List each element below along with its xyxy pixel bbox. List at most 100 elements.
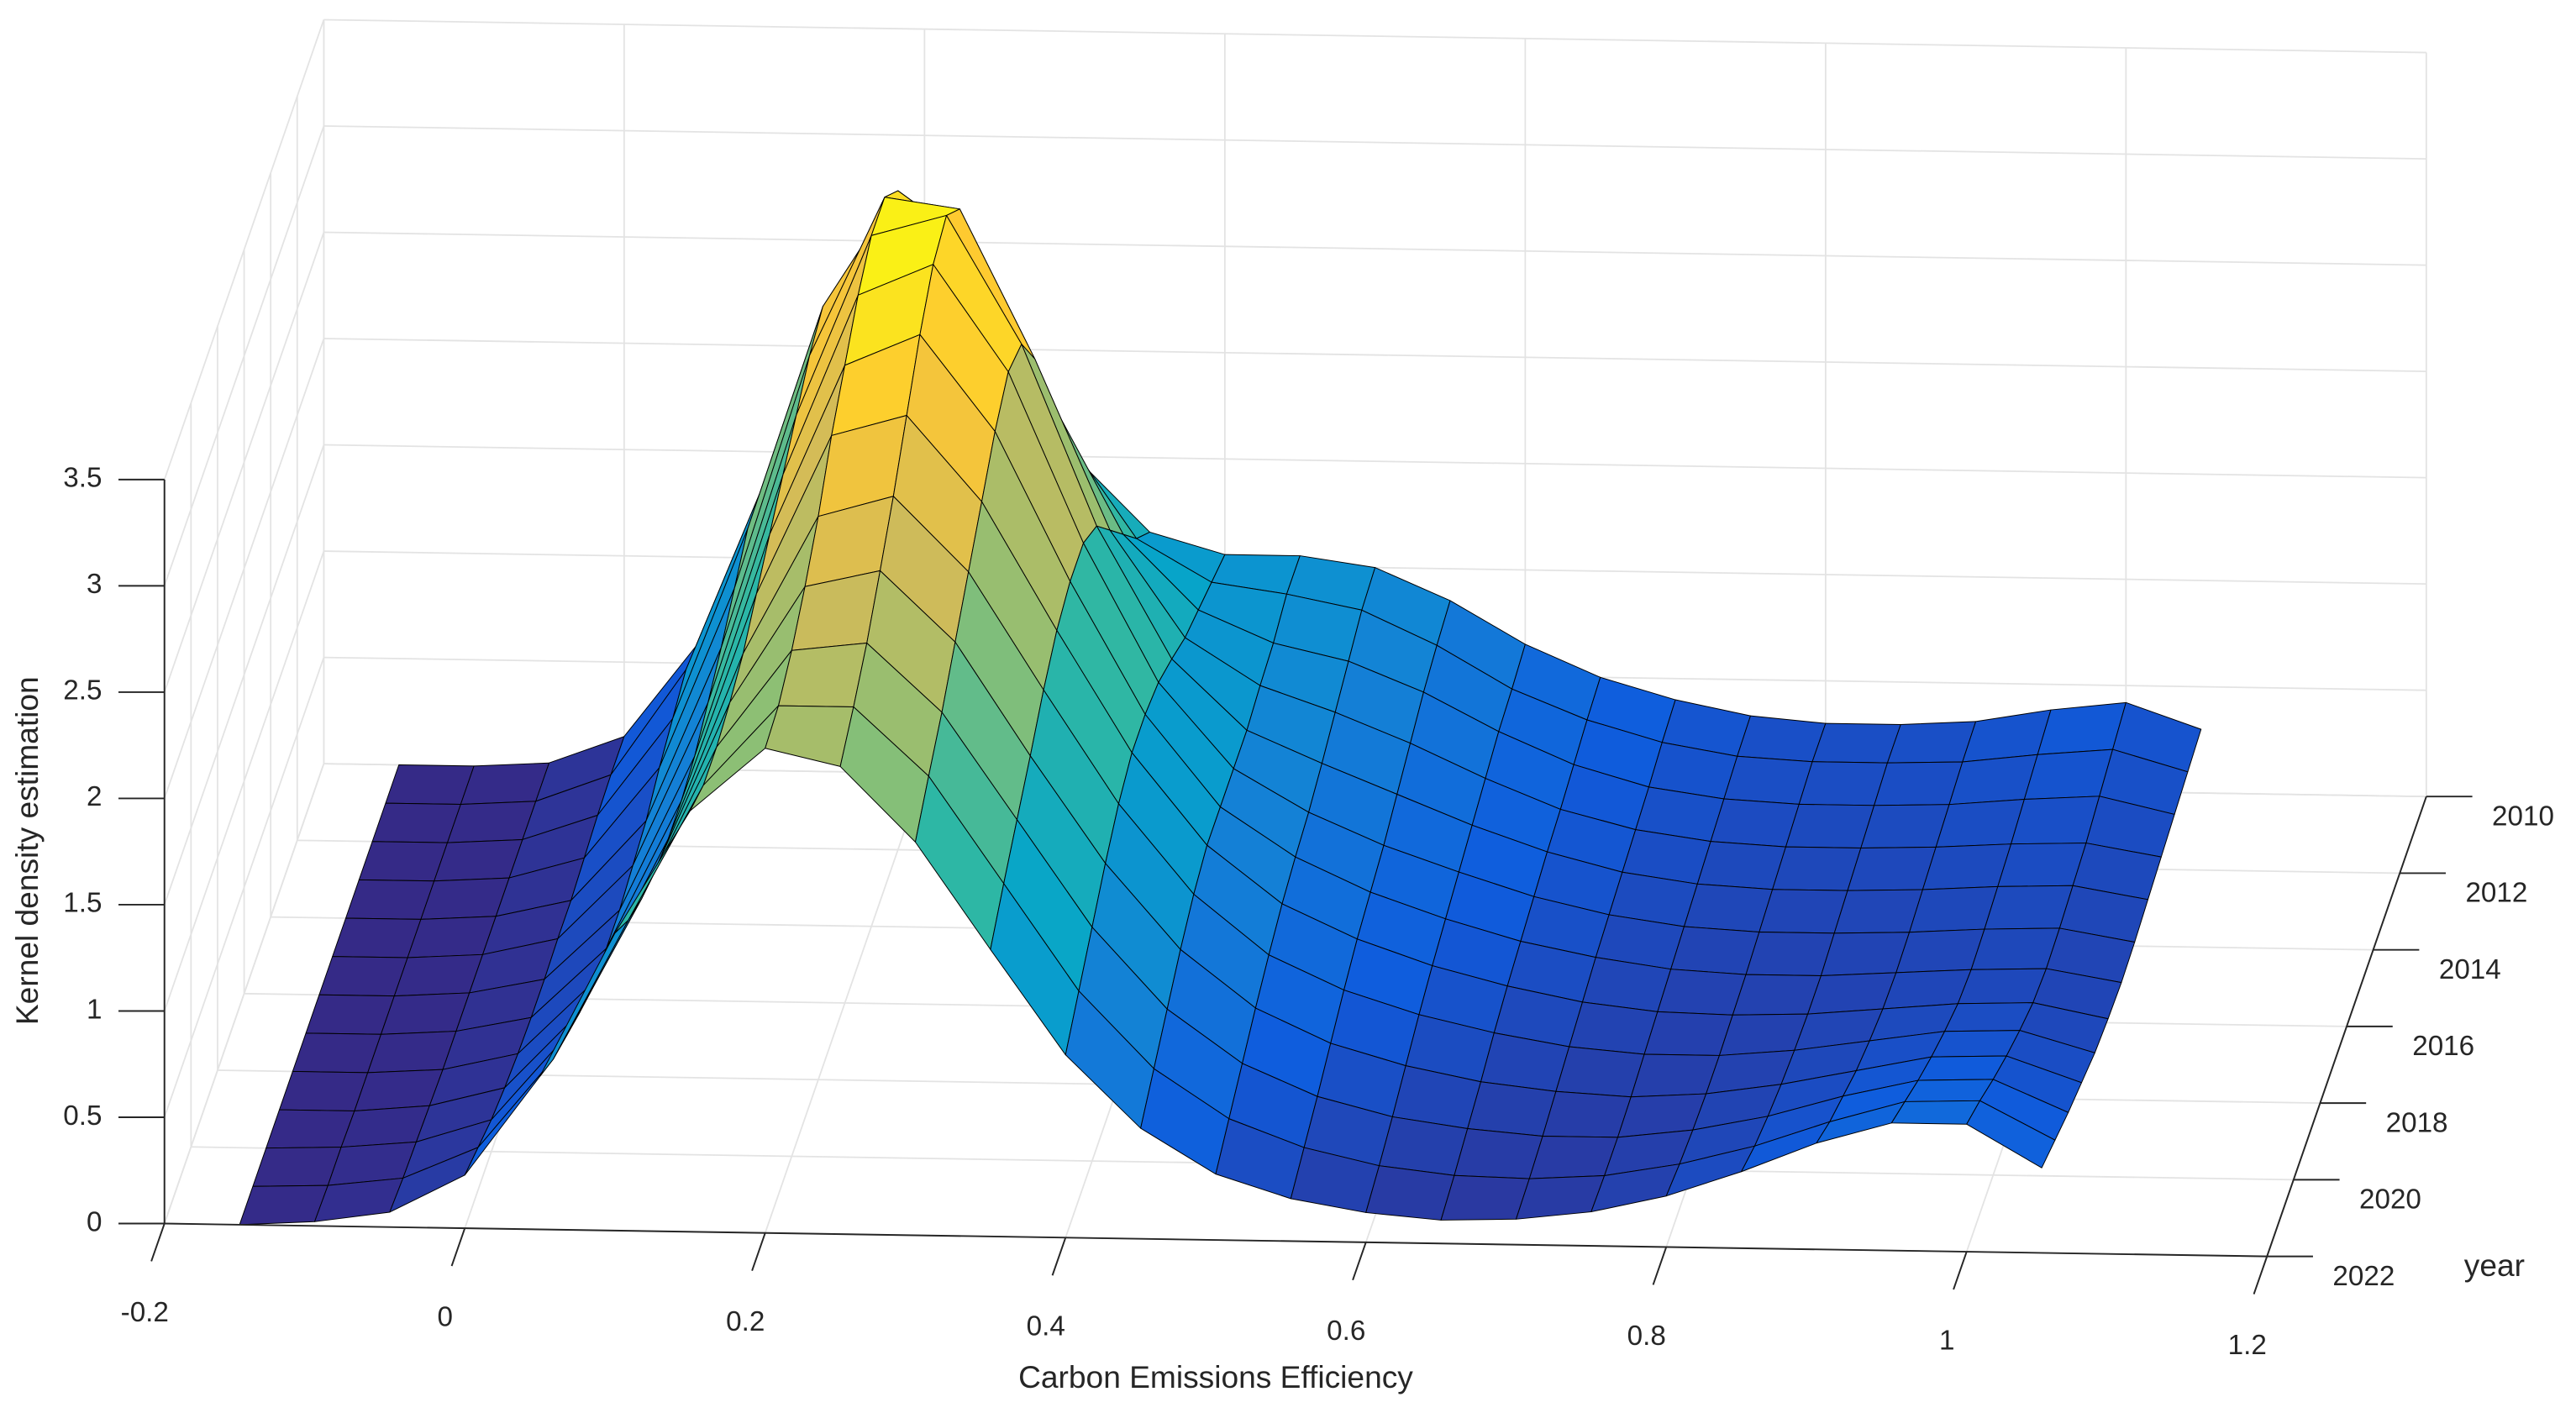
surface-patch [778,642,868,707]
x-tick-label: 1 [1939,1325,1954,1356]
surface-patch [1948,754,2038,806]
surface-patch [1630,1053,1720,1098]
x-tick [450,1227,466,1267]
surface-patch [371,802,461,843]
x-axis-title: Carbon Emissions Efficiency [1018,1359,1413,1394]
y-tick-label: 2016 [2412,1031,2474,1062]
surface-patch [434,838,523,882]
grid-line [323,18,2426,54]
grid-line [163,550,325,1011]
surface-patch [367,1031,457,1074]
x-tick [2253,1256,2268,1295]
surface-patch [1811,722,1901,764]
surface-patch [1710,798,1800,848]
grid-line [163,338,325,799]
surface-patch [1909,885,1999,933]
surface-patch [1931,1030,2021,1058]
surface-patch [420,877,510,920]
surface-patch [1772,846,1862,891]
surface-patch [1798,761,1888,806]
surface-patch [332,917,422,958]
surface-patch [292,1032,382,1074]
surface-patch [1890,1100,1981,1125]
x-tick [1352,1242,1367,1281]
x-tick-label: 1.2 [2228,1330,2267,1361]
x-tick-label: -0.2 [121,1297,169,1328]
surface-patch [1904,1079,1994,1102]
surface-patch [460,762,549,805]
grid-line [323,231,2426,266]
surface-patch [1745,931,1835,977]
z-tick-label: 0.5 [63,1100,102,1132]
z-tick-label: 1 [87,994,102,1025]
surface-patch [393,953,483,997]
x-tick-label: 0.6 [1327,1316,1365,1347]
surface-patch [1440,1174,1530,1221]
grid-line [163,444,325,906]
surface-patch [1917,1055,2007,1081]
y-tick-label: 2012 [2465,878,2527,909]
grid-line [163,232,325,693]
x-tick-label: 0 [438,1301,453,1332]
grid-line [323,444,2426,479]
y-tick-label: 2022 [2332,1261,2395,1292]
surface-patch [1555,1046,1645,1098]
surface-patch [1454,1127,1543,1179]
surface-patch [1542,1090,1632,1138]
surface-patch [1365,1165,1455,1221]
grid-line [163,19,325,481]
surface-patch [265,1109,355,1149]
axis-line [164,1222,2268,1258]
x-tick-label: 0.8 [1627,1321,1666,1352]
z-tick-label: 3.5 [63,463,102,494]
axes: -0.2 0 0.2 0.4 0.6 0.8 1 1.22010201220142016201… [63,463,2554,1361]
surface-patch [1921,843,2012,890]
x-tick-label: 0.4 [1027,1311,1065,1342]
z-tick-label: 1.5 [63,888,102,919]
surface-patch [407,916,497,958]
x-tick [150,1223,166,1262]
surface-patch [2037,701,2127,755]
surface-patch [1847,846,1937,891]
surface-patch [252,1147,342,1187]
surface-patch [1683,883,1774,932]
surface-patch [1944,1002,2034,1032]
surface-patch [358,841,449,882]
surface-patch [1723,755,1813,805]
surface-patch [447,801,537,843]
surface-patch [345,879,435,920]
surface-patch [1833,889,1923,934]
surface-patch [2023,748,2114,800]
surface-patch [1467,1081,1557,1137]
y-axis-title: year [2464,1247,2525,1283]
surface-patch [318,956,408,997]
surface-patch [1515,1174,1606,1220]
surface-patch [381,992,471,1035]
z-tick-label: 2 [87,781,102,812]
surface-patch [1860,804,1950,848]
surface-patch [279,1070,369,1111]
y-tick-label: 2014 [2439,954,2501,985]
surface-patch [1528,1135,1618,1179]
surface-patch [2011,796,2100,845]
surface-patch [1957,968,2048,1005]
x-tick [751,1232,766,1271]
x-tick [1051,1237,1067,1276]
surface-patch [1643,1011,1733,1056]
surface-patch [1785,803,1875,848]
surface-patch [1696,841,1786,890]
y-tick-label: 2018 [2386,1107,2448,1138]
x-tick-label: 0.2 [726,1306,765,1337]
y-tick-label: 2010 [2492,801,2554,832]
surface-patch [1935,799,2025,848]
z-tick-label: 0 [87,1206,102,1237]
grid-line [323,125,2426,160]
surface-patch [1569,1001,1659,1055]
surface [239,190,2202,1226]
surface-patch [1895,928,1985,974]
surface-patch [1984,885,2074,930]
grid-line [163,125,325,586]
x-tick [1652,1247,1668,1285]
